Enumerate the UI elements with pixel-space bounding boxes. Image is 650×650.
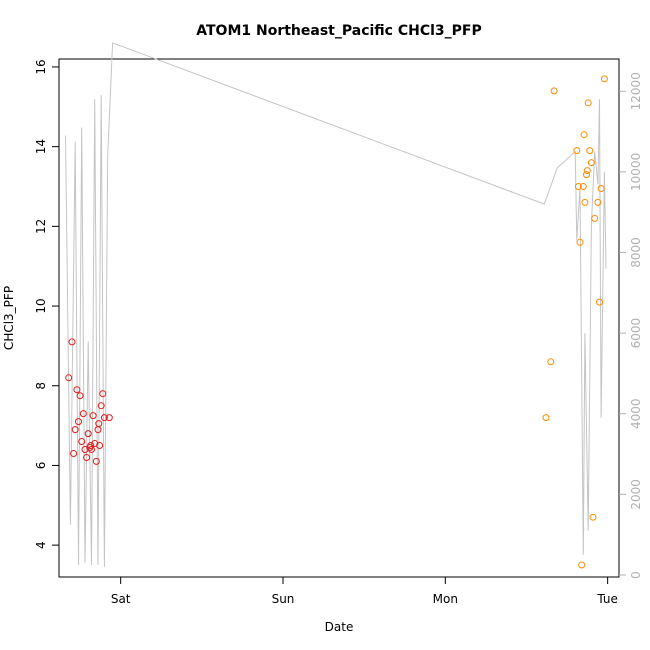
data-point-series-1 bbox=[70, 450, 78, 457]
data-point-series-1 bbox=[68, 338, 76, 346]
data-point-series-2 bbox=[597, 185, 605, 192]
data-point-series-2 bbox=[581, 198, 589, 206]
data-point-series-1 bbox=[88, 446, 95, 453]
data-point-series-1 bbox=[71, 426, 79, 434]
data-point-series-1 bbox=[78, 438, 86, 445]
y2-tick-label: 10000 bbox=[629, 153, 643, 191]
y2-tick-label: 4000 bbox=[629, 398, 643, 429]
data-point-series-1 bbox=[87, 442, 95, 449]
data-point-series-2 bbox=[600, 75, 608, 83]
data-point-series-1 bbox=[92, 457, 100, 465]
data-point-series-2 bbox=[586, 147, 594, 155]
data-point-series-1 bbox=[89, 412, 97, 420]
data-point-series-2 bbox=[579, 183, 587, 190]
data-point-series-2 bbox=[583, 167, 591, 175]
data-point-series-1 bbox=[95, 420, 103, 428]
data-point-series-1 bbox=[100, 414, 108, 422]
data-point-series-1 bbox=[76, 392, 84, 400]
x-tick-label: Tue bbox=[596, 592, 618, 606]
line-series bbox=[65, 42, 607, 567]
chart-title: ATOM1 Northeast_Pacific CHCl3_PFP bbox=[196, 23, 481, 39]
data-point-series-1 bbox=[94, 426, 102, 434]
y2-axis: 0 2000 4000 6000 8000 10000 12000 bbox=[619, 72, 643, 579]
data-point-series-2 bbox=[596, 298, 603, 306]
data-point-series-1 bbox=[73, 386, 81, 394]
data-point-series-1 bbox=[105, 414, 113, 422]
data-point-series-2 bbox=[574, 183, 582, 190]
data-point-series-1 bbox=[97, 402, 105, 410]
data-point-series-2 bbox=[589, 513, 597, 521]
data-point-series-2 bbox=[587, 159, 595, 167]
y-axis-label: CHCl3_PFP bbox=[2, 286, 16, 350]
y-tick-label: 12 bbox=[34, 219, 48, 234]
data-point-series-2 bbox=[594, 198, 602, 206]
x-tick-label: Mon bbox=[433, 592, 458, 606]
y-tick-label: 10 bbox=[34, 298, 48, 313]
data-point-series-2 bbox=[583, 171, 590, 179]
y2-tick-label: 12000 bbox=[629, 72, 643, 110]
data-point-series-1 bbox=[96, 442, 104, 449]
data-point-series-1 bbox=[84, 430, 92, 438]
data-point-series-2 bbox=[580, 131, 588, 139]
plot-frame bbox=[58, 58, 620, 578]
data-point-series-2 bbox=[550, 87, 558, 95]
x-tick-label: Sat bbox=[111, 592, 131, 606]
data-point-series-1 bbox=[79, 410, 87, 418]
y-tick-label: 6 bbox=[34, 462, 48, 470]
data-point-series-2 bbox=[542, 414, 550, 422]
data-point-series-1 bbox=[83, 454, 91, 461]
data-point-series-1 bbox=[75, 418, 82, 426]
points-layer bbox=[65, 75, 608, 569]
data-point-series-1 bbox=[99, 390, 107, 398]
data-point-series-1 bbox=[65, 374, 73, 382]
data-point-series-2 bbox=[576, 238, 584, 246]
y-tick-label: 16 bbox=[34, 59, 48, 74]
y-tick-label: 4 bbox=[34, 541, 48, 549]
line-series-layer bbox=[65, 42, 607, 567]
data-point-series-2 bbox=[547, 358, 555, 366]
x-axis: Sat Sun Mon Tue bbox=[111, 577, 618, 606]
data-point-series-2 bbox=[573, 147, 581, 155]
y-axis: 4 6 8 10 12 14 16 bbox=[34, 59, 59, 549]
y2-tick-label: 8000 bbox=[629, 237, 643, 268]
y-tick-label: 14 bbox=[34, 139, 48, 154]
data-point-series-2 bbox=[578, 561, 586, 569]
y2-tick-label: 0 bbox=[629, 571, 643, 579]
x-tick-label: Sun bbox=[272, 592, 295, 606]
data-point-series-2 bbox=[591, 214, 599, 222]
data-point-series-2 bbox=[584, 99, 592, 107]
x-axis-label: Date bbox=[325, 620, 354, 634]
y2-tick-label: 2000 bbox=[629, 479, 643, 510]
y-tick-label: 8 bbox=[34, 382, 48, 390]
y2-tick-label: 6000 bbox=[629, 318, 643, 349]
